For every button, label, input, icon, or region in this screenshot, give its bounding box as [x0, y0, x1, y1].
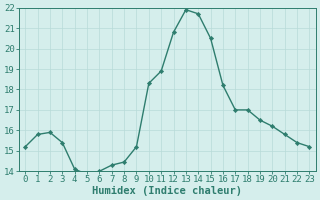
X-axis label: Humidex (Indice chaleur): Humidex (Indice chaleur) [92, 186, 242, 196]
